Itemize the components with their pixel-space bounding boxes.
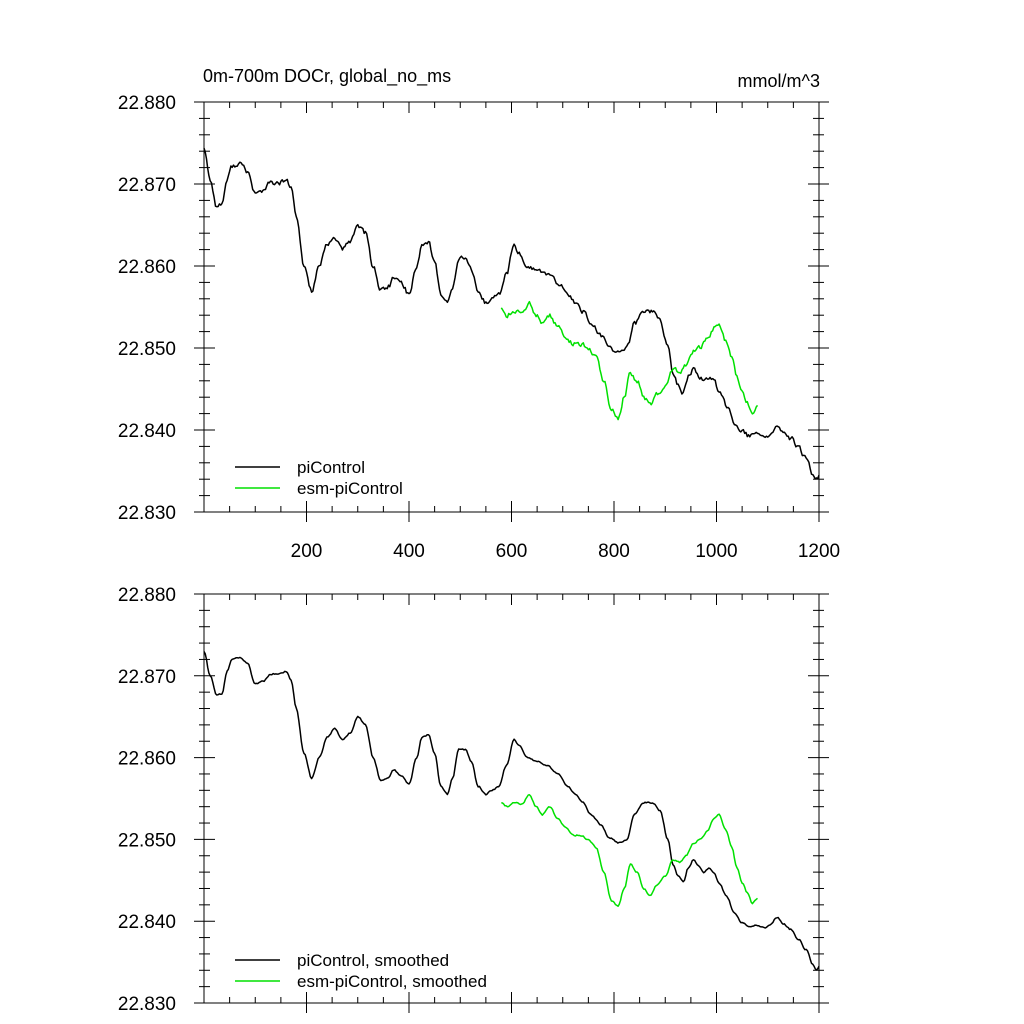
series-line-picontrol-smoothed [203,651,820,971]
y-tick-label: 22.840 [118,421,176,442]
plot-frame [203,101,820,513]
y-tick-label: 22.850 [118,339,176,360]
x-tick-label: 400 [393,541,425,562]
y-tick-label: 22.870 [118,175,176,196]
series-line-esm-picontrol [500,300,759,421]
legend-label: piControl [297,458,365,477]
series-line-esm-picontrol-smoothed [501,793,758,907]
legend-label: esm-piControl, smoothed [297,972,487,991]
legend-label: piControl, smoothed [297,951,449,970]
series-line-picontrol [203,147,820,480]
legend-label: esm-piControl [297,479,403,498]
x-tick-label: 600 [496,541,528,562]
y-tick-label: 22.830 [118,994,176,1015]
y-tick-label: 22.870 [118,667,176,688]
y-tick-label: 22.840 [118,912,176,933]
y-tick-label: 22.860 [118,749,176,770]
bottom-panel: 22.830 22.840 22.850 22.860 22.870 22.880 piCo… [118,585,829,1015]
top-panel: 200 400 600 800 1000 1200 22.830 22.840 22.850 22… [118,93,840,562]
x-tick-label: 1000 [695,541,737,562]
y-tick-label: 22.880 [118,585,176,606]
plot-frame [203,593,820,1004]
x-tick-label: 1200 [798,541,840,562]
units-label: mmol/m^3 [738,71,820,91]
y-tick-label: 22.850 [118,830,176,851]
y-tick-label: 22.830 [118,503,176,524]
x-tick-label: 200 [291,541,323,562]
y-tick-label: 22.860 [118,257,176,278]
chart-title: 0m-700m DOCr, global_no_ms [203,66,451,87]
y-tick-label: 22.880 [118,93,176,114]
x-tick-label: 800 [598,541,630,562]
